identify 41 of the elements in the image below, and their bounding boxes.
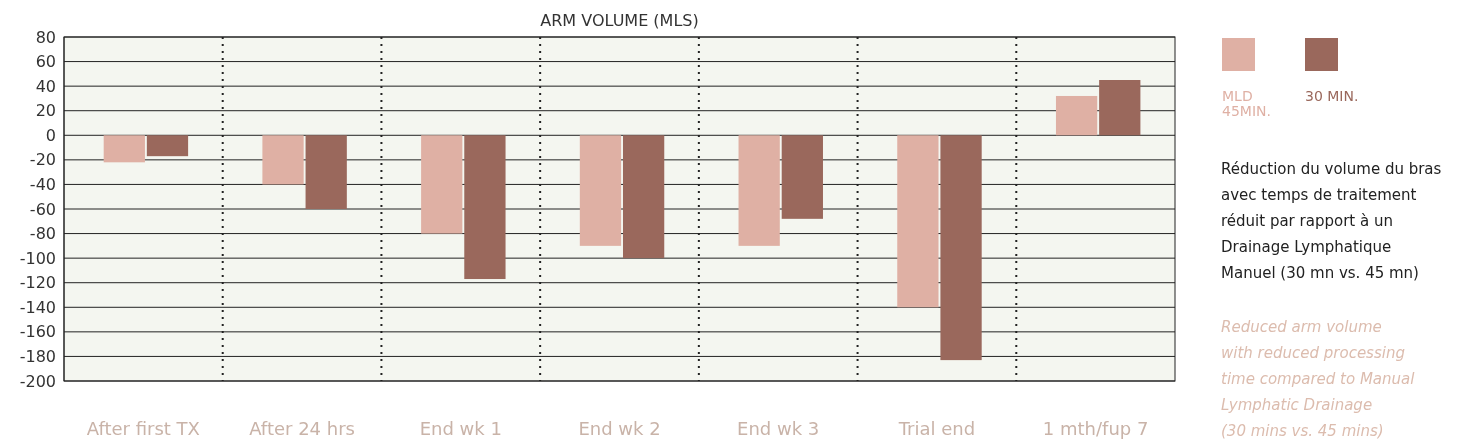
y-tick-label: 40	[35, 76, 56, 96]
x-tick-label: End wk 2	[578, 418, 661, 439]
chart-title: ARM VOLUME (MLS)	[540, 11, 699, 30]
text: Reduced arm volume with reduced processing time compared to Manual Lymphatic Drainage (30 mins vs. 45 mins)	[1221, 318, 1416, 440]
y-tick-label: 0	[45, 125, 56, 145]
y-tick-label: 60	[35, 52, 56, 72]
y-tick-label: -200	[19, 371, 56, 391]
bar	[146, 135, 189, 157]
bar	[579, 135, 622, 246]
y-tick-label: -80	[29, 224, 56, 244]
bar	[781, 135, 823, 219]
bar	[262, 135, 304, 185]
x-tick-label: After first TX	[86, 418, 200, 439]
y-tick-label: -100	[19, 248, 56, 268]
y-tick-label: -20	[29, 150, 56, 170]
text: MLD 45MIN.	[1222, 88, 1271, 119]
bar	[421, 135, 463, 234]
bar	[738, 135, 780, 246]
x-tick-label: After 24 hrs	[249, 418, 355, 439]
bar	[1099, 80, 1141, 136]
bar	[305, 135, 347, 209]
bar	[940, 135, 982, 361]
bar	[622, 135, 665, 259]
y-tick-label: -160	[19, 322, 56, 342]
bar	[1055, 95, 1098, 136]
text: 30 MIN.	[1305, 88, 1359, 104]
bar	[897, 135, 939, 308]
bar	[103, 135, 145, 163]
y-tick-label: 80	[35, 27, 56, 47]
y-tick-label: -60	[29, 199, 56, 219]
text: Réduction du volume du bras avec temps de traitement réduit par rapport à un Drainage Lymphatique Manuel (30 mn vs. 45 mn)	[1221, 160, 1442, 282]
x-tick-label: Trial end	[897, 418, 976, 439]
y-tick-label: -120	[19, 273, 56, 293]
y-tick-label: -40	[29, 175, 56, 195]
x-tick-label: End wk 3	[737, 418, 820, 439]
y-tick-label: -180	[19, 347, 56, 367]
x-tick-label: End wk 1	[419, 418, 502, 439]
bar	[464, 135, 506, 280]
y-tick-label: 20	[35, 101, 56, 121]
y-tick-label: -140	[19, 297, 56, 317]
x-tick-label: 1 mth/fup 7	[1042, 418, 1149, 439]
